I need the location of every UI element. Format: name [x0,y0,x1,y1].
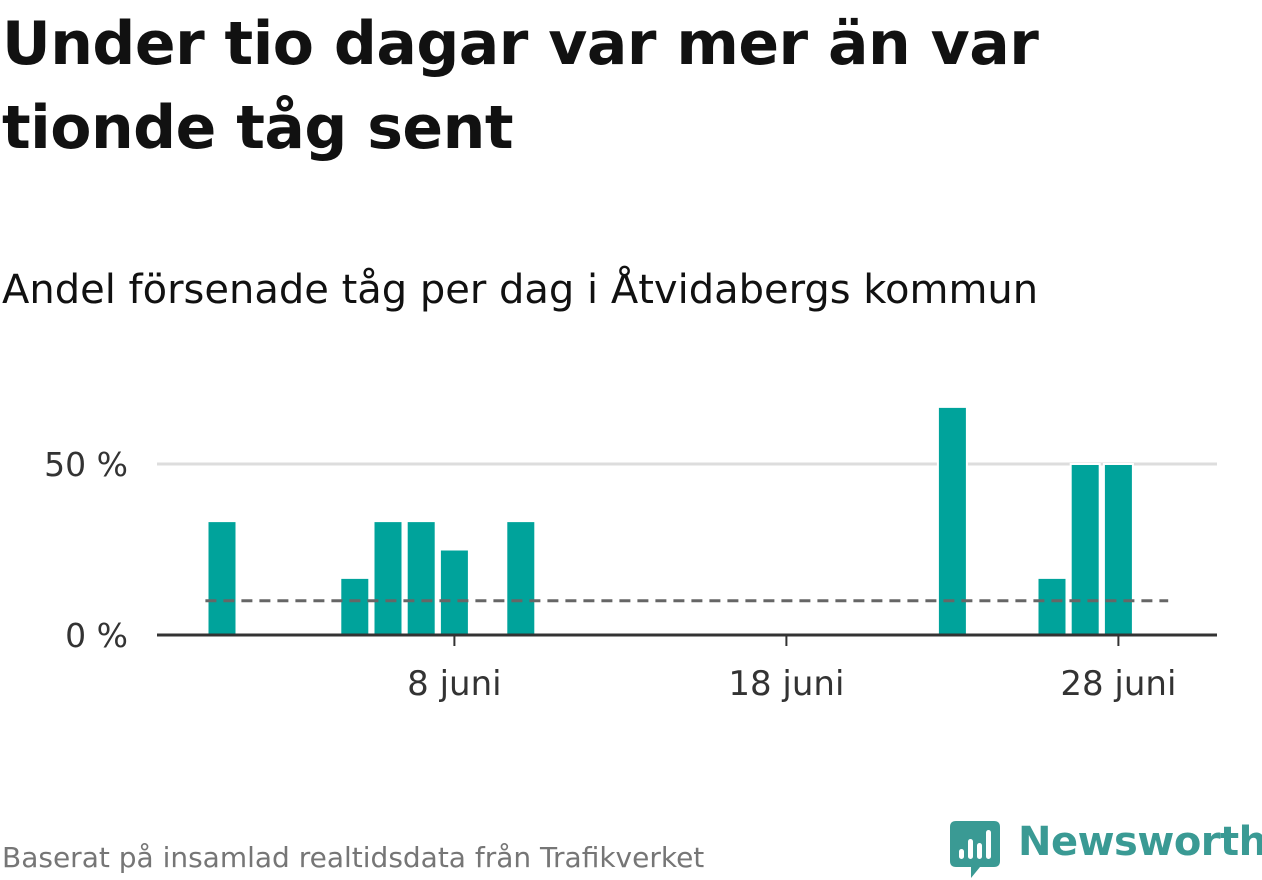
bar [1036,576,1068,636]
brand-block: Newsworthy [950,819,1262,880]
bar [505,520,537,637]
bar [206,520,238,637]
x-tick-label: 18 juni [728,664,844,704]
bar [405,520,437,637]
y-tick-label: 0 % [65,616,128,655]
bar [438,548,470,636]
bar [1102,463,1134,636]
bar [936,405,968,636]
chart-subtitle: Andel försenade tåg per dag i Åtvidaberg… [2,267,1039,313]
chart-title: Under tio dagar var mer än var tionde tå… [2,9,1039,163]
brand-name: Newsworthy [1018,819,1262,865]
newsworthy-logo-icon [950,821,1000,878]
bar [339,576,371,636]
bar [372,520,404,637]
x-tick-label: 28 juni [1060,664,1176,704]
x-tick-label: 8 juni [407,664,501,704]
source-note: Baserat på insamlad realtidsdata från Tr… [2,841,705,874]
y-tick-label: 50 % [44,445,128,484]
bar [1069,463,1101,636]
